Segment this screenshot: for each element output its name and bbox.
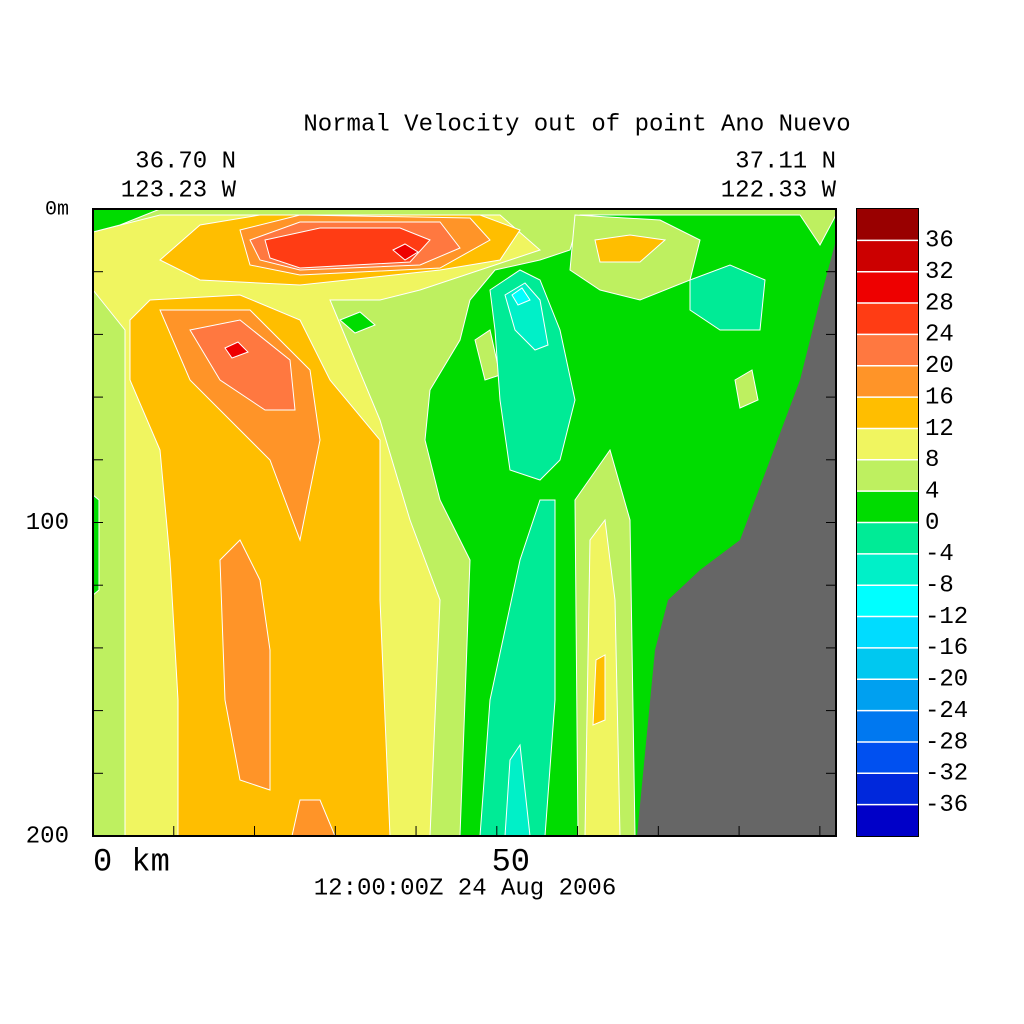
colorbar-label: -4 (925, 541, 954, 568)
colorbar-band (857, 271, 918, 304)
x-tick-label: 0 km (93, 843, 170, 880)
colorbar-band (857, 773, 918, 805)
colorbar-band (857, 679, 918, 711)
colorbar-label: -32 (925, 761, 968, 788)
chart-title: Normal Velocity out of point Ano Nuevo (303, 111, 850, 138)
time-label: 12:00:00Z 24 Aug 2006 (314, 875, 616, 902)
contour-region (689, 264, 766, 331)
colorbar-band (857, 647, 918, 680)
colorbar-label: 28 (925, 290, 954, 317)
left-lat: 36.70 N (135, 148, 236, 175)
colorbar-band (857, 240, 918, 272)
colorbar-label: -16 (925, 635, 968, 662)
y-tick-label: 100 (26, 510, 69, 537)
contour-region (511, 287, 531, 306)
contour-region (224, 341, 249, 359)
colorbar-label: 16 (925, 384, 954, 411)
colorbar-band (857, 585, 918, 617)
contour-region (489, 269, 576, 481)
colorbar-label: -36 (925, 792, 968, 819)
colorbar-band (857, 209, 918, 241)
colorbar-band (857, 710, 918, 742)
colorbar-label: 36 (925, 228, 954, 255)
left-lon: 123.23 W (121, 177, 237, 204)
colorbar-label: 8 (925, 447, 939, 474)
right-lat: 37.11 N (735, 148, 836, 175)
colorbar-label: 32 (925, 259, 954, 286)
colorbar-band (857, 741, 918, 774)
contour-region (339, 311, 376, 334)
colorbar-label: -28 (925, 729, 968, 756)
colorbar-label: -12 (925, 604, 968, 631)
colorbar-label: 12 (925, 416, 954, 443)
land-mask (637, 240, 836, 836)
colorbar-band (857, 334, 918, 366)
colorbar-band (857, 303, 918, 335)
x-tick-label: 50 (492, 843, 530, 880)
colorbar-band (857, 397, 918, 429)
contour-region (264, 227, 431, 269)
colorbar-band (857, 553, 918, 586)
colorbar-band (857, 522, 918, 554)
colorbar-label: -24 (925, 698, 968, 725)
colorbar-label: 4 (925, 478, 939, 505)
contour-region (594, 234, 667, 263)
colorbar-band (857, 804, 918, 836)
colorbar-band (857, 428, 918, 460)
y-tick-label: 200 (26, 823, 69, 850)
colorbar-label: 20 (925, 353, 954, 380)
right-lon: 122.33 W (721, 177, 837, 204)
colorbar-label: -20 (925, 667, 968, 694)
contour-region (734, 369, 759, 409)
colorbar-label: 0 (925, 510, 939, 537)
contour-field (92, 208, 837, 837)
colorbar-band (857, 365, 918, 398)
colorbar-band (857, 459, 918, 492)
contour-region (479, 499, 556, 837)
colorbar-label: 24 (925, 322, 954, 349)
contour-region (189, 319, 296, 411)
contour-region (129, 294, 391, 837)
colorbar-band (857, 616, 918, 648)
y-tick-label: 0m (45, 198, 69, 221)
contour-region (592, 654, 606, 726)
colorbar-band (857, 491, 918, 523)
contour-region (392, 243, 419, 261)
colorbar-label: -8 (925, 573, 954, 600)
contour-region (219, 539, 271, 791)
